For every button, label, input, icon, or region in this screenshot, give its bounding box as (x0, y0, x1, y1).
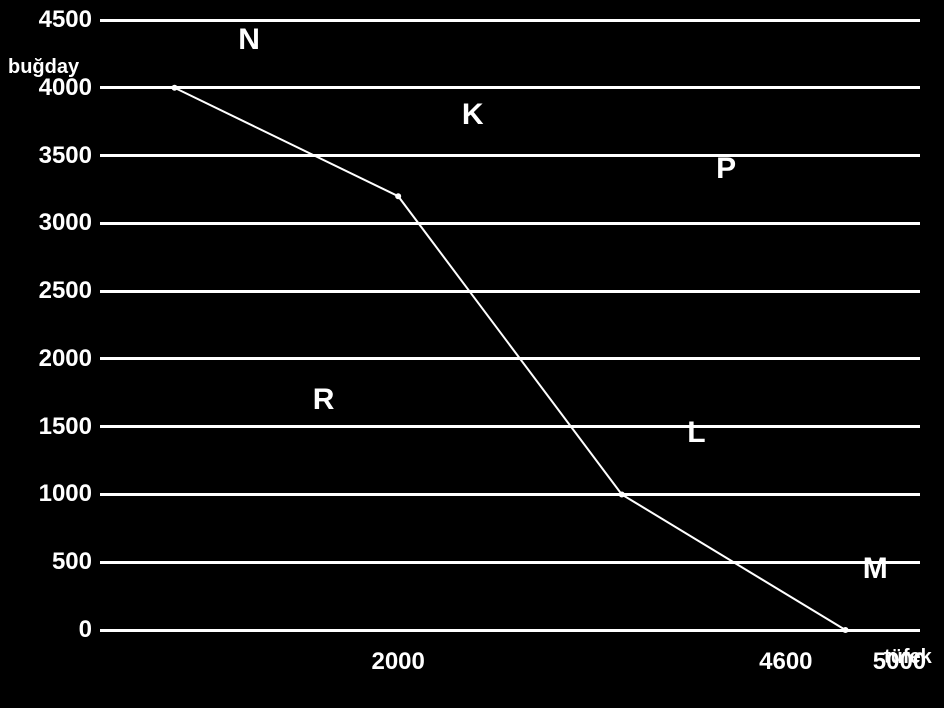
gridline (100, 19, 920, 22)
gridline (100, 154, 920, 157)
ppf-chart: buğday tüfek 050010001500200025003000350… (0, 0, 944, 708)
point-label-m: M (863, 552, 888, 586)
y-tick-label: 1000 (12, 480, 92, 508)
y-tick-label: 2000 (12, 345, 92, 373)
point-label-l: L (687, 416, 705, 450)
gridline (100, 357, 920, 360)
y-tick-label: 4000 (12, 74, 92, 102)
gridline (100, 561, 920, 564)
gridline (100, 222, 920, 225)
y-tick-label: 1500 (12, 413, 92, 441)
data-marker (395, 193, 401, 199)
gridline (100, 425, 920, 428)
gridline (100, 86, 920, 89)
point-label-n: N (238, 23, 260, 57)
x-tick-label: 4600 (759, 648, 812, 676)
line-layer (100, 20, 920, 630)
y-tick-label: 0 (12, 616, 92, 644)
gridline (100, 629, 920, 632)
y-tick-label: 4500 (12, 6, 92, 34)
plot-area (100, 20, 920, 630)
point-label-k: K (462, 98, 484, 132)
gridline (100, 493, 920, 496)
point-label-p: P (716, 152, 736, 186)
x-tick-label: 5000 (873, 648, 926, 676)
y-tick-label: 2500 (12, 277, 92, 305)
y-tick-label: 3500 (12, 142, 92, 170)
y-tick-label: 3000 (12, 209, 92, 237)
y-tick-label: 500 (12, 548, 92, 576)
point-label-r: R (313, 383, 335, 417)
x-tick-label: 2000 (371, 648, 424, 676)
gridline (100, 290, 920, 293)
